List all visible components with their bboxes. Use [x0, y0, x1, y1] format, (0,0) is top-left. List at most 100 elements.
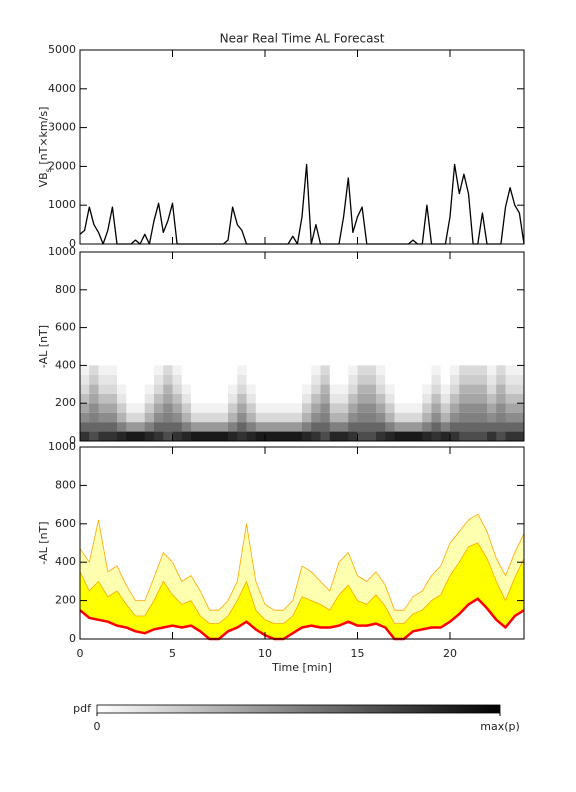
- heat-cell: [514, 431, 525, 441]
- y-tick-label: 200: [55, 396, 76, 409]
- heat-cell: [126, 431, 136, 441]
- heat-cell: [431, 412, 442, 423]
- heat-cell: [163, 393, 173, 404]
- y-tick-label: 3000: [48, 121, 76, 134]
- y-tick-label: 1000: [48, 440, 76, 453]
- heat-cell: [181, 422, 192, 432]
- heat-cell: [487, 431, 497, 441]
- heat-cell: [181, 384, 192, 394]
- heat-cell: [422, 412, 432, 423]
- heat-cell: [403, 365, 414, 375]
- heat-cell: [450, 403, 460, 413]
- heat-cell: [487, 365, 497, 375]
- heat-cell: [292, 422, 303, 432]
- heat-cell: [292, 374, 303, 385]
- heat-cell: [80, 365, 90, 375]
- heat-cell: [440, 412, 451, 423]
- heat-cell: [209, 384, 220, 394]
- heat-cell: [89, 422, 99, 432]
- heat-cell: [200, 431, 210, 441]
- heat-cell: [487, 384, 497, 394]
- plot-frame: [79, 49, 525, 245]
- heat-cell: [126, 412, 136, 423]
- heat-cell: [385, 384, 395, 394]
- heat-cell: [394, 384, 405, 394]
- heat-cell: [283, 431, 294, 441]
- heat-cell: [218, 374, 229, 385]
- heat-cell: [394, 431, 405, 441]
- heat-cell: [292, 384, 303, 394]
- heat-cell: [422, 384, 432, 394]
- heat-cell: [237, 403, 247, 413]
- heat-cell: [218, 422, 229, 432]
- heat-cell: [218, 412, 229, 423]
- heat-cell: [329, 422, 340, 432]
- heat-cell: [320, 422, 331, 432]
- heat-cell: [440, 403, 451, 413]
- y-axis-label-part: VB: [37, 172, 50, 187]
- heat-cell: [459, 384, 469, 394]
- heat-cell: [385, 365, 395, 375]
- heat-cell: [440, 431, 451, 441]
- heat-cell: [366, 374, 377, 385]
- heat-cell: [126, 374, 136, 385]
- heat-cell: [329, 403, 340, 413]
- heat-cell: [496, 431, 506, 441]
- heat-cell: [431, 403, 442, 413]
- heat-cell: [505, 431, 516, 441]
- heat-cell: [403, 384, 414, 394]
- heat-cell: [135, 384, 146, 394]
- heat-cell: [200, 384, 210, 394]
- heat-cell: [163, 403, 173, 413]
- heat-cell: [172, 422, 183, 432]
- heat-cell: [311, 365, 321, 375]
- heat-cell: [450, 422, 460, 432]
- heat-cell: [80, 422, 90, 432]
- heat-cell: [228, 431, 238, 441]
- heat-cell: [237, 374, 247, 385]
- heat-cell: [172, 384, 183, 394]
- heat-cell: [246, 403, 257, 413]
- heat-cell: [265, 393, 275, 404]
- heat-cell: [80, 431, 90, 441]
- y-tick-label: 0: [69, 237, 76, 250]
- heat-cell: [413, 384, 423, 394]
- heat-cell: [320, 403, 331, 413]
- heat-cell: [191, 422, 201, 432]
- heat-cell: [320, 384, 331, 394]
- heat-cell: [135, 422, 146, 432]
- heat-cell: [468, 412, 479, 423]
- heat-cell: [514, 422, 525, 432]
- heat-cell: [274, 365, 284, 375]
- y-axis-label-part: s: [44, 168, 53, 172]
- heat-cell: [477, 431, 488, 441]
- x-tick-label: 5: [169, 647, 176, 660]
- heat-cell: [339, 431, 349, 441]
- heat-cell: [329, 431, 340, 441]
- heat-cell: [514, 412, 525, 423]
- heat-cell: [320, 431, 331, 441]
- heat-cell: [366, 422, 377, 432]
- heat-cell: [329, 412, 340, 423]
- heat-cell: [487, 374, 497, 385]
- heat-cell: [237, 365, 247, 375]
- heat-cell: [450, 412, 460, 423]
- heat-cell: [200, 393, 210, 404]
- heat-cell: [144, 431, 155, 441]
- heat-cell: [283, 374, 294, 385]
- heat-cell: [218, 431, 229, 441]
- heat-cell: [403, 403, 414, 413]
- heat-cell: [302, 403, 312, 413]
- heat-cell: [320, 393, 331, 404]
- heat-cell: [191, 384, 201, 394]
- heat-cell: [394, 412, 405, 423]
- heat-cell: [283, 422, 294, 432]
- heat-cell: [89, 393, 99, 404]
- heat-cell: [311, 403, 321, 413]
- y-tick-label: 0: [69, 632, 76, 645]
- heat-cell: [117, 365, 127, 375]
- heat-cell: [255, 403, 266, 413]
- heat-cell: [413, 403, 423, 413]
- heat-cell: [265, 431, 275, 441]
